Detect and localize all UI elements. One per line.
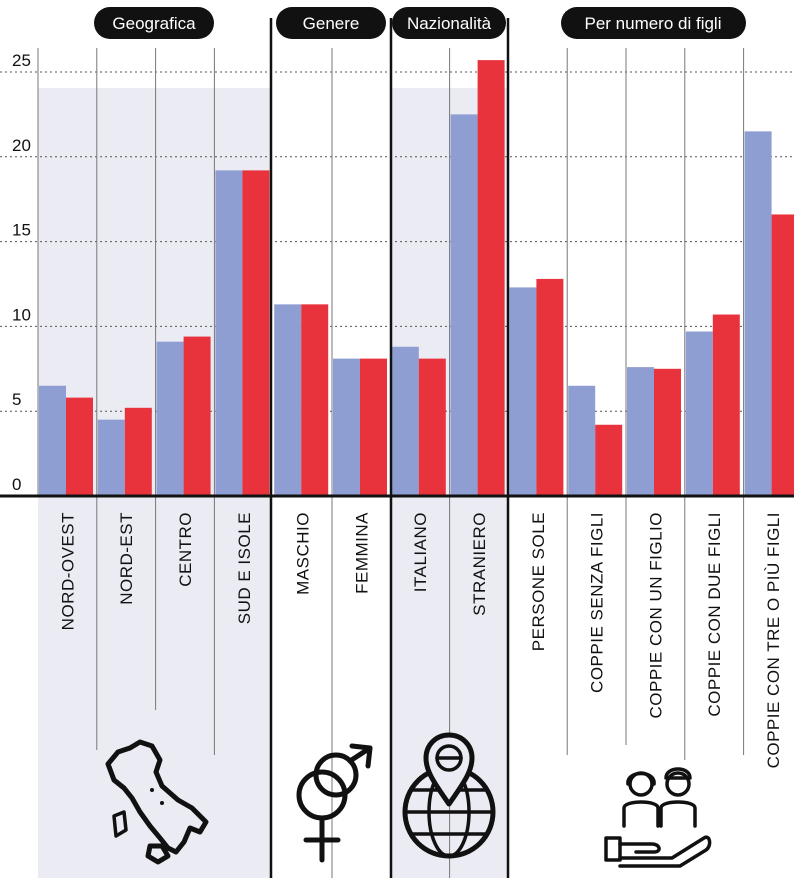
bar-series-2 [477, 60, 505, 497]
globe-pin-icon [402, 732, 496, 859]
category-label: NORD-OVEST [58, 512, 77, 630]
italy-map-icon [105, 739, 209, 865]
category-label: COPPIE CON TRE O PIÙ FIGLI [764, 512, 783, 768]
category-label: FEMMINA [352, 512, 371, 594]
category-label: COPPIE CON UN FIGLIO [646, 512, 665, 718]
bar-series-1 [627, 367, 654, 496]
category-label: NORD-EST [117, 512, 136, 605]
bar-series-1 [450, 114, 478, 497]
y-tick-label: 5 [12, 390, 21, 409]
category-label: CENTRO [176, 512, 195, 587]
bar-series-1 [744, 131, 772, 497]
bar-series-1 [391, 346, 419, 496]
gender-icon [296, 743, 373, 863]
bar-series-1 [156, 341, 184, 496]
y-tick-label: 10 [12, 305, 31, 324]
bar-series-1 [333, 358, 360, 496]
svg-text:Geografica: Geografica [112, 14, 196, 33]
bar-series-2 [771, 214, 794, 497]
family-hand-icon [604, 767, 712, 868]
bar-series-2 [418, 358, 446, 496]
group-pill-nazionalita: Nazionalità [392, 7, 506, 39]
bar-series-2 [66, 397, 93, 496]
bar-series-2 [595, 424, 623, 496]
bar-series-1 [274, 304, 302, 496]
category-label: SUD E ISOLE [235, 512, 254, 624]
bar-series-2 [654, 368, 681, 496]
y-tick-label: 15 [12, 221, 31, 240]
y-tick-label: 0 [12, 475, 21, 494]
group-pill-geografica: Geografica [94, 7, 214, 39]
svg-text:Per numero di figli: Per numero di figli [584, 14, 721, 33]
group-pill-genere: Genere [276, 7, 386, 39]
group-borders [269, 18, 510, 878]
category-label: STRANIERO [470, 512, 489, 616]
bar-series-2 [183, 336, 211, 496]
category-label: COPPIE CON DUE FIGLI [705, 512, 724, 717]
bars [39, 60, 794, 497]
y-tick-label: 25 [12, 51, 31, 70]
bar-series-2 [536, 278, 564, 496]
bar-series-1 [39, 385, 66, 496]
bar-series-1 [97, 419, 125, 496]
svg-text:Nazionalità: Nazionalità [407, 14, 492, 33]
bar-series-1 [215, 170, 243, 497]
svg-text:Genere: Genere [303, 14, 360, 33]
bar-series-2 [242, 170, 270, 497]
category-label: COPPIE SENZA FIGLI [588, 512, 607, 693]
y-axis-ticks: 0 5 10 15 20 25 [12, 51, 31, 494]
category-labels: NORD-OVEST NORD-EST CENTRO SUD E ISOLE MASCH… [58, 512, 783, 769]
bar-series-1 [685, 331, 713, 496]
y-tick-label: 20 [12, 136, 31, 155]
bar-series-1 [568, 385, 596, 496]
group-pill-figli: Per numero di figli [561, 7, 746, 39]
bar-series-2 [301, 304, 329, 496]
category-label: MASCHIO [294, 512, 313, 595]
bar-series-1 [509, 287, 537, 496]
category-label: ITALIANO [411, 512, 430, 592]
category-label: PERSONE SOLE [529, 512, 548, 651]
bar-series-2 [360, 358, 387, 496]
bar-series-2 [124, 407, 152, 496]
bar-series-2 [712, 314, 740, 496]
